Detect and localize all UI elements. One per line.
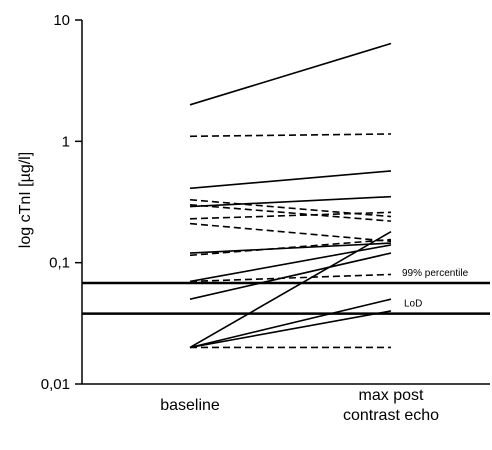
series-line: [190, 240, 391, 256]
reference-line-label: LoD: [404, 299, 422, 310]
series-line: [190, 224, 391, 242]
y-axis-title: log cTnI [µg/l]: [17, 152, 34, 248]
y-ticks: 10 1 0,1 0,01: [41, 12, 82, 393]
y-tick-label: 1: [62, 133, 70, 150]
y-tick-label: 0,01: [41, 376, 70, 393]
x-category-label-line: baseline: [160, 397, 220, 414]
series-line: [190, 299, 391, 347]
y-tick-label: 0,1: [49, 255, 70, 272]
series-line: [190, 171, 391, 188]
x-category-label-line: max post: [359, 387, 424, 404]
x-category-label-line: contrast echo: [343, 407, 439, 424]
x-category-labels: baseline max post contrast echo: [160, 387, 439, 424]
series-line: [190, 134, 391, 136]
x-category-label: max post contrast echo: [343, 387, 439, 424]
series-line: [190, 232, 391, 348]
series-lines: [190, 44, 391, 348]
series-line: [190, 197, 391, 207]
reference-line-label: 99% percentile: [402, 268, 469, 279]
x-category-label: baseline: [160, 397, 220, 414]
y-tick-label: 10: [53, 12, 70, 29]
reference-lines: 99% percentile LoD: [82, 268, 490, 314]
series-line: [190, 44, 391, 105]
